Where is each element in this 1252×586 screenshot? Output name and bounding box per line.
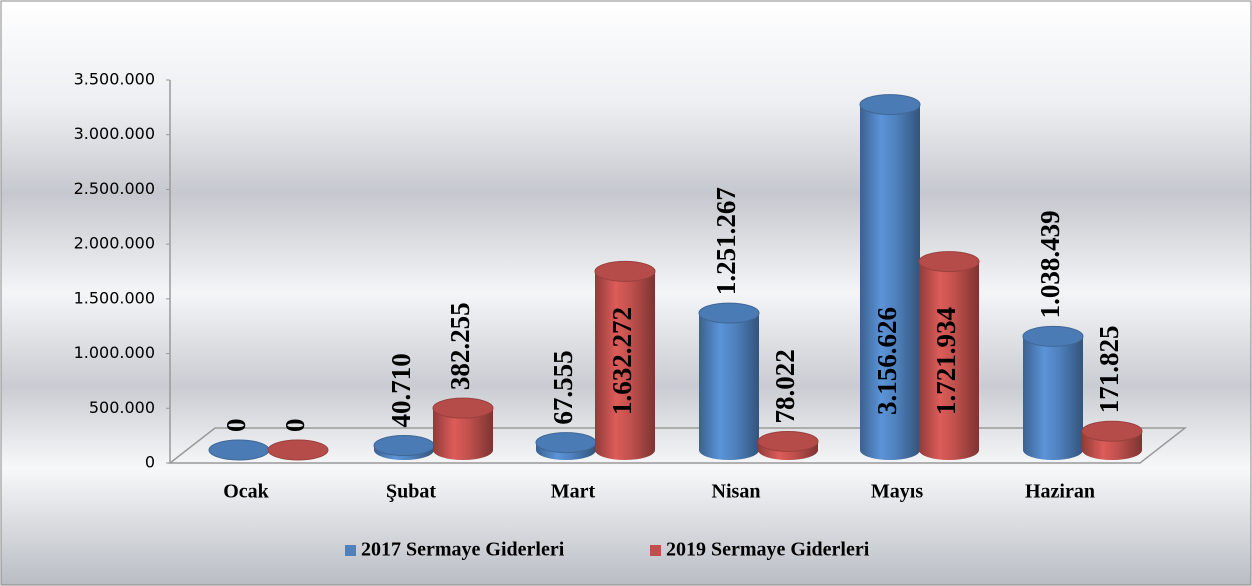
bar-top (859, 94, 921, 116)
bar-body (1023, 336, 1083, 460)
bar-body (699, 313, 759, 460)
x-tick-label: Haziran (1025, 481, 1095, 503)
bar (535, 432, 597, 460)
data-label: 3.156.626 (872, 307, 902, 415)
data-label: 1.251.267 (711, 187, 741, 295)
data-label: 0 (221, 419, 251, 433)
bar (432, 397, 494, 460)
data-label: 40.710 (386, 353, 416, 427)
bar-top (267, 439, 329, 461)
x-tick-label: Mayıs (871, 481, 923, 503)
y-tick-label: 2.000.000 (74, 234, 155, 253)
x-tick-label: Nisan (712, 481, 761, 503)
bar-top (1022, 325, 1084, 347)
bar-body (919, 261, 979, 460)
legend-swatch (345, 545, 356, 556)
y-tick-label: 3.000.000 (74, 124, 155, 143)
y-tick-label: 1.500.000 (74, 288, 155, 307)
bar (1081, 420, 1143, 460)
data-label: 0 (280, 419, 310, 433)
y-tick-label: 500.000 (89, 398, 155, 417)
x-tick-label: Mart (551, 481, 596, 503)
data-label: 67.555 (548, 350, 578, 424)
bar (373, 435, 435, 460)
legend-label: 2017 Sermaye Giderleri (361, 539, 565, 561)
x-tick-label: Şubat (386, 481, 436, 503)
data-label: 1.632.272 (607, 307, 637, 415)
bar-top (918, 251, 980, 273)
bar-body (595, 271, 655, 460)
data-label: 78.022 (770, 349, 800, 423)
floor (167, 427, 1188, 464)
data-label: 171.825 (1094, 325, 1124, 413)
bar (594, 260, 656, 460)
bar-top (594, 260, 656, 282)
bar-top (208, 439, 270, 461)
bar (859, 94, 921, 461)
bar (698, 302, 760, 460)
bar (757, 430, 819, 460)
bar-body (860, 104, 920, 461)
data-label: 1.721.934 (931, 307, 961, 415)
bar (918, 251, 980, 460)
y-tick-label: 1.000.000 (74, 343, 155, 362)
bar (208, 439, 270, 461)
y-tick-label: 2.500.000 (74, 179, 155, 198)
bar (1022, 325, 1084, 460)
y-tick-label: 3.500.000 (74, 70, 155, 89)
bar-top (698, 302, 760, 324)
bar-top (757, 430, 819, 452)
legend-swatch (650, 545, 661, 556)
data-label: 382.255 (445, 302, 475, 390)
y-tick-label: 0 (145, 453, 155, 472)
bar (267, 439, 329, 461)
bar-body (433, 408, 493, 460)
bar-top (1081, 420, 1143, 442)
data-label: 1.038.439 (1035, 210, 1065, 318)
bar-top (432, 397, 494, 419)
bar-top (535, 432, 597, 454)
x-tick-label: Ocak (223, 481, 269, 503)
legend-label: 2019 Sermaye Giderleri (666, 539, 870, 561)
bar-top (373, 435, 435, 457)
